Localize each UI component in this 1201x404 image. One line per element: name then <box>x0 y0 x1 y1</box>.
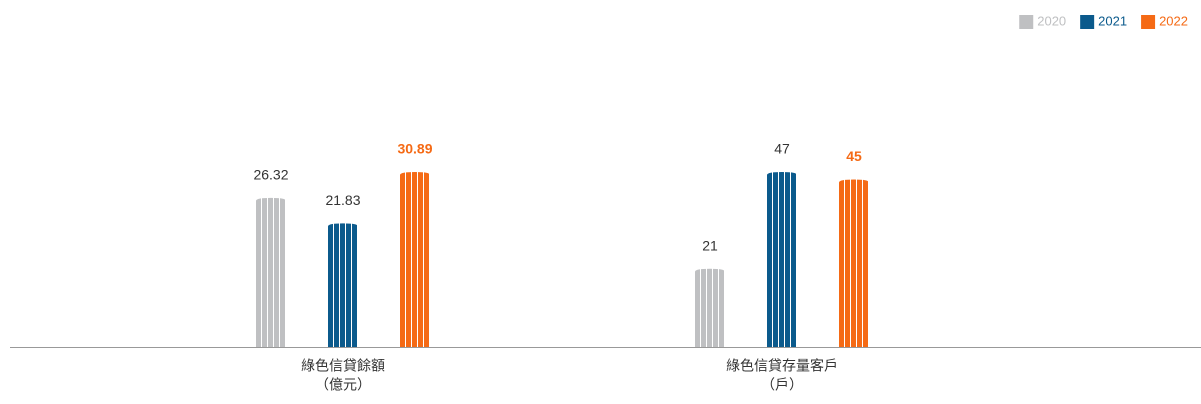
category-label: （億元） <box>315 377 371 393</box>
bar <box>256 197 286 347</box>
category-label: 綠色信貸存量客戶 <box>726 358 838 374</box>
value-label: 21 <box>702 238 718 254</box>
legend-swatch <box>1080 15 1095 29</box>
legend-label: 2022 <box>1159 13 1188 28</box>
bar <box>328 223 358 347</box>
value-label: 47 <box>774 141 790 157</box>
value-label: 45 <box>846 148 862 164</box>
legend-label: 2020 <box>1037 13 1066 28</box>
legend-swatch <box>1141 15 1156 29</box>
value-label: 26.32 <box>253 167 288 183</box>
legend-swatch <box>1019 15 1034 29</box>
value-label: 30.89 <box>397 141 432 157</box>
value-label: 21.83 <box>325 192 360 208</box>
bar <box>839 179 869 347</box>
bar <box>767 172 797 347</box>
bar <box>400 172 430 347</box>
category-label: 綠色信貸餘額 <box>301 358 385 374</box>
bar <box>695 268 725 347</box>
legend-label: 2021 <box>1098 13 1127 28</box>
category-label: （戶） <box>761 377 803 393</box>
